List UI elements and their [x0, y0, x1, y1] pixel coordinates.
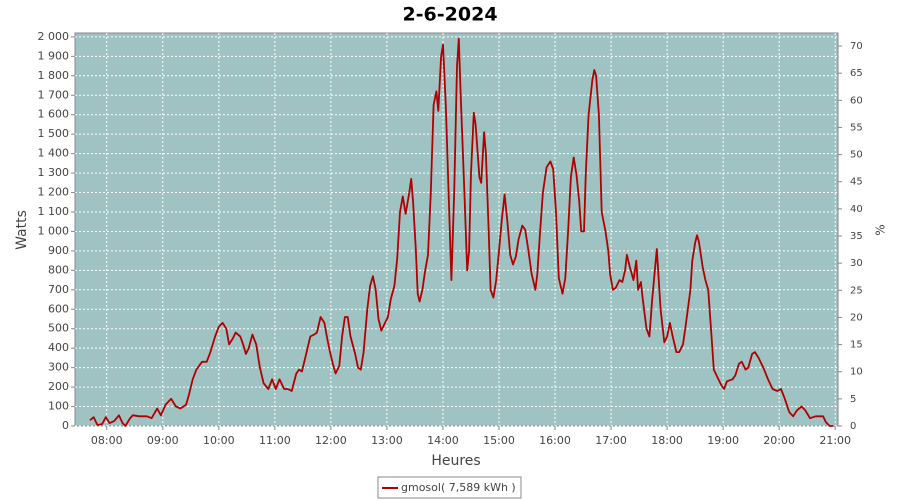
legend — [377, 476, 522, 499]
y2-tick-label: 45 — [850, 177, 863, 188]
y-axis-label: Watts — [14, 210, 30, 250]
x-tick-label: 16:00 — [539, 434, 571, 447]
y-tick-label: 1 200 — [38, 186, 70, 199]
y-tick-label: 1 300 — [38, 166, 70, 179]
y2-tick-label: 5 — [850, 394, 856, 405]
y2-tick-label: 10 — [850, 367, 863, 378]
x-axis-label: Heures — [431, 453, 480, 469]
y2-tick-label: 50 — [850, 150, 863, 161]
y-tick-label: 2 000 — [38, 30, 70, 43]
y2-tick-label: 30 — [850, 258, 863, 269]
y2-tick-label: 70 — [850, 41, 863, 52]
y-tick-label: 1 100 — [38, 205, 70, 218]
y-tick-label: 700 — [48, 283, 69, 296]
x-tick-label: 11:00 — [259, 434, 291, 447]
x-tick-label: 14:00 — [427, 434, 459, 447]
x-tick-label: 09:00 — [147, 434, 179, 447]
y2-tick-label: 25 — [850, 285, 863, 296]
y2-tick-label: 35 — [850, 231, 863, 242]
x-tick-label: 17:00 — [595, 434, 627, 447]
legend-label: gmosol( 7,589 kWh ) — [401, 481, 516, 494]
y-tick-label: 1 500 — [38, 127, 70, 140]
x-tick-label: 21:00 — [819, 434, 851, 447]
x-tick-label: 08:00 — [91, 434, 123, 447]
y2-axis-label: % — [874, 224, 888, 235]
x-tick-label: 20:00 — [763, 434, 795, 447]
x-tick-label: 15:00 — [483, 434, 515, 447]
y2-tick-label: 20 — [850, 312, 863, 323]
y2-tick-label: 65 — [850, 68, 863, 79]
y2-tick-label: 0 — [850, 421, 856, 432]
y-tick-label: 800 — [48, 263, 69, 276]
y2-tick-label: 40 — [850, 204, 863, 215]
y-tick-label: 100 — [48, 400, 69, 413]
y-tick-label: 500 — [48, 322, 69, 335]
y-tick-label: 1 600 — [38, 108, 70, 121]
y-tick-label: 900 — [48, 244, 69, 257]
y-tick-label: 1 900 — [38, 49, 70, 62]
y-tick-label: 0 — [62, 419, 69, 432]
y-tick-label: 600 — [48, 302, 69, 315]
x-tick-label: 18:00 — [651, 434, 683, 447]
y2-tick-label: 60 — [850, 95, 863, 106]
y-tick-label: 1 700 — [38, 88, 70, 101]
x-tick-label: 12:00 — [315, 434, 347, 447]
y2-tick-label: 15 — [850, 340, 863, 351]
y-tick-label: 1 000 — [38, 224, 70, 237]
x-tick-label: 13:00 — [371, 434, 403, 447]
line-series — [89, 37, 834, 427]
x-tick-label: 19:00 — [707, 434, 739, 447]
y-tick-label: 300 — [48, 361, 69, 374]
y-tick-label: 1 800 — [38, 69, 70, 82]
y-tick-label: 400 — [48, 341, 69, 354]
x-tick-label: 10:00 — [203, 434, 235, 447]
y-tick-label: 200 — [48, 380, 69, 393]
y-tick-label: 1 400 — [38, 147, 70, 160]
chart-title: 2-6-2024 — [402, 4, 497, 26]
y2-tick-label: 55 — [850, 122, 863, 133]
